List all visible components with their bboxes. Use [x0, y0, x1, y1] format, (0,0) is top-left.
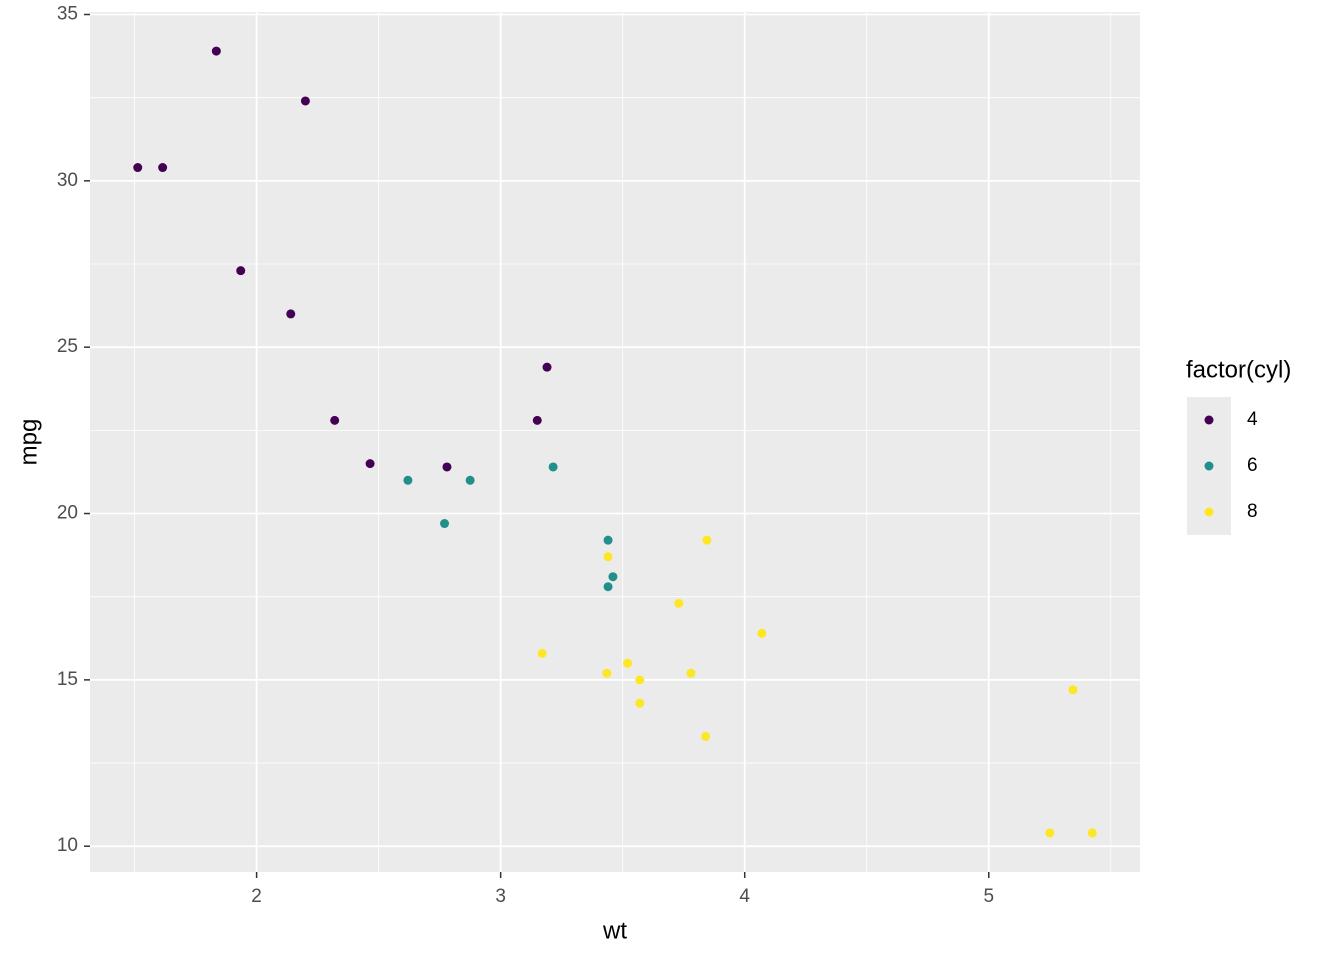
point	[635, 698, 645, 708]
point	[236, 266, 246, 276]
point	[686, 668, 696, 678]
point	[440, 519, 450, 529]
y-tick-label: 20	[57, 503, 78, 524]
point	[608, 572, 618, 582]
point	[211, 46, 221, 56]
point	[403, 475, 413, 485]
y-tick-label: 25	[57, 336, 78, 357]
x-tick-label: 5	[983, 886, 994, 907]
legend-label: 8	[1247, 501, 1258, 522]
panel	[90, 12, 1140, 872]
x-tick-label: 4	[739, 886, 750, 907]
y-tick-label: 30	[57, 170, 78, 191]
point	[603, 582, 613, 592]
point	[542, 362, 552, 372]
legend-label: 4	[1247, 409, 1258, 430]
point	[1045, 828, 1055, 838]
point	[548, 462, 558, 472]
point	[674, 598, 684, 608]
y-axis-title: mpg	[15, 419, 42, 466]
x-tick-label: 3	[495, 886, 506, 907]
point	[365, 459, 375, 469]
point	[1068, 685, 1078, 695]
legend-swatch	[1204, 507, 1214, 517]
point	[1087, 828, 1097, 838]
point	[701, 731, 711, 741]
legend-swatch	[1204, 461, 1214, 471]
point	[702, 535, 712, 545]
point	[133, 163, 143, 173]
y-tick-label: 35	[57, 4, 78, 25]
x-tick-label: 2	[251, 886, 262, 907]
point	[623, 658, 633, 668]
y-tick-label: 10	[57, 835, 78, 856]
point	[300, 96, 310, 106]
legend-swatch	[1204, 415, 1214, 425]
point	[603, 552, 613, 562]
point	[532, 415, 542, 425]
point	[757, 628, 767, 638]
point	[442, 462, 452, 472]
legend-label: 6	[1247, 455, 1258, 476]
legend-title: factor(cyl)	[1186, 356, 1291, 383]
point	[286, 309, 296, 319]
x-axis-title: wt	[602, 917, 627, 944]
point	[465, 475, 475, 485]
point	[635, 675, 645, 685]
point	[602, 668, 612, 678]
point	[537, 648, 547, 658]
y-tick-label: 15	[57, 669, 78, 690]
point	[158, 163, 168, 173]
point	[330, 415, 340, 425]
point	[603, 535, 613, 545]
